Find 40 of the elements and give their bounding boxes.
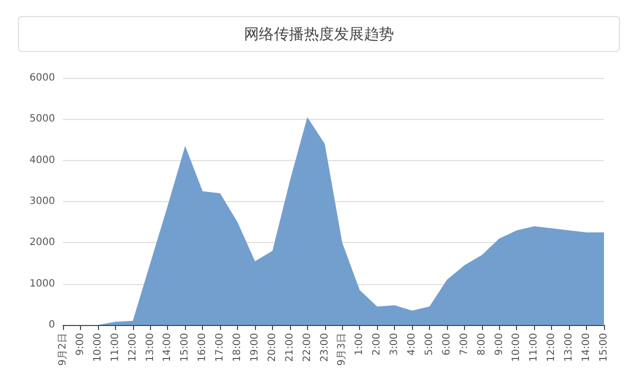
x-tick-label: 16:00 [197, 333, 208, 362]
x-tick-label: 23:00 [319, 333, 330, 362]
x-tick-label: 18:00 [232, 333, 244, 362]
y-tick-label: 2000 [30, 237, 55, 248]
x-tick-label: 6:00 [441, 333, 452, 356]
x-tick-label: 9:00 [494, 333, 505, 356]
x-tick-label: 15:00 [180, 333, 191, 362]
y-tick-label: 4000 [30, 154, 55, 166]
x-tick-label: 19:00 [249, 333, 260, 362]
x-tick-label: 5:00 [424, 333, 435, 356]
y-tick-label: 5000 [30, 114, 55, 125]
x-tick-label: 7:00 [458, 333, 470, 356]
x-tick-label: 20:00 [266, 333, 278, 362]
x-tick-label: 3:00 [389, 333, 400, 356]
x-tick-label: 17:00 [214, 333, 226, 362]
x-tick-label: 8:00 [476, 333, 488, 356]
x-tick-label: 11:00 [528, 333, 540, 362]
x-tick-label: 14:00 [162, 333, 174, 362]
x-tick-label: 10:00 [511, 333, 522, 362]
x-tick-label: 1:00 [354, 333, 366, 356]
y-tick-label: 1000 [30, 278, 55, 290]
y-tick-label: 6000 [30, 72, 55, 84]
x-tick-label: 10:00 [92, 333, 104, 362]
x-tick-label: 13:00 [144, 333, 156, 362]
x-tick-label: 2:00 [372, 333, 383, 356]
y-tick-label: 0 [48, 320, 55, 330]
x-tick-label: 11:00 [110, 333, 121, 362]
x-tick-label: 9月2日 [58, 333, 68, 366]
x-tick-label: 12:00 [127, 333, 138, 362]
x-tick-label: 9月3日 [336, 333, 348, 366]
x-tick-label: 13:00 [564, 333, 575, 362]
x-tick-label: 9:00 [74, 333, 86, 356]
x-tick-label: 12:00 [546, 333, 558, 362]
x-tick-label: 14:00 [581, 333, 592, 362]
x-tick-label: 22:00 [302, 333, 313, 362]
x-tick-label: 4:00 [406, 333, 418, 356]
y-tick-label: 3000 [30, 196, 55, 207]
chart-title: 网络传播热度发展趋势 [18, 16, 620, 52]
x-tick-label: 21:00 [284, 333, 296, 362]
x-tick-label: 15:00 [598, 333, 610, 362]
